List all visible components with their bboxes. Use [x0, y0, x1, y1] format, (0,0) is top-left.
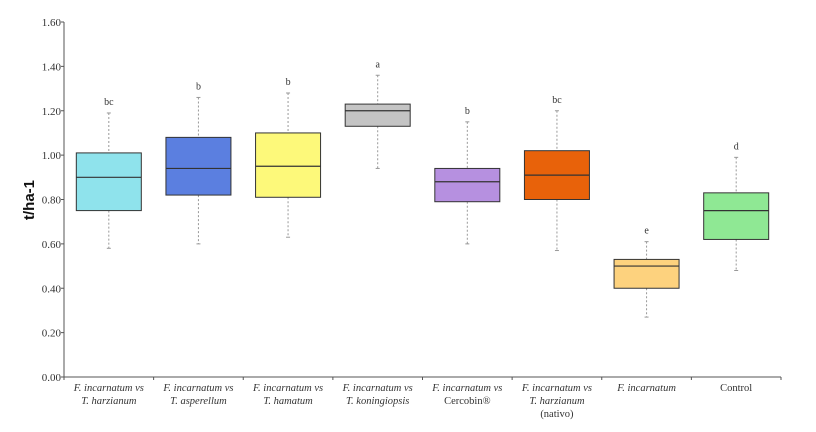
- significance-letter: bc: [104, 97, 114, 108]
- y-tick-label: 0.80: [42, 195, 62, 207]
- y-tick-label: 0.40: [42, 283, 62, 295]
- x-category-label-line: F. incarnatum vs: [342, 383, 413, 394]
- box-group: b: [434, 106, 501, 245]
- x-category-label-line: F. incarnatum vs: [521, 383, 592, 394]
- significance-letter: e: [644, 226, 649, 237]
- x-category-label-line: F. incarnatum vs: [431, 383, 502, 394]
- axes: 0.00 0.20 0.40 0.60 0.80 1.00 1.20 1.40 1.60 F. i…: [42, 17, 782, 420]
- y-axis-label: t/ha-1: [21, 180, 38, 220]
- x-category-label: F. incarnatum vs T. asperellum: [162, 383, 233, 407]
- box-iqr: [613, 258, 680, 289]
- x-category-label-line: Cercobin®: [444, 396, 490, 407]
- boxes: bc b b a b bc e d: [75, 59, 770, 318]
- x-category-label-line: F. incarnatum vs: [252, 383, 323, 394]
- x-category-label: F. incarnatum vs T. koningiopsis: [342, 383, 413, 407]
- significance-letter: b: [465, 106, 470, 117]
- x-category-label-line: T. koningiopsis: [346, 396, 409, 407]
- x-category-label-line: T. harzianum: [529, 396, 585, 407]
- box-iqr: [75, 152, 142, 212]
- x-category-label-line: T. hamatum: [263, 396, 313, 407]
- y-tick-label: 0.00: [42, 372, 62, 384]
- y-tick-label: 1.20: [42, 106, 62, 118]
- x-category-label-line: (nativo): [540, 409, 574, 420]
- box-iqr: [344, 103, 411, 127]
- x-category-label: F. incarnatum vs T. hamatum: [252, 383, 323, 407]
- box-iqr: [703, 192, 770, 240]
- box-iqr: [255, 132, 322, 198]
- box-group: bc: [523, 95, 590, 252]
- x-category-label: F. incarnatum vs Cercobin®: [431, 383, 502, 407]
- significance-letter: b: [196, 81, 201, 92]
- x-category-label-line: T. asperellum: [170, 396, 227, 407]
- x-category-label: F. incarnatum vs T. harzianum: [73, 383, 144, 407]
- x-category-label: F. incarnatum: [616, 383, 676, 394]
- significance-letter: b: [286, 77, 291, 88]
- box-iqr: [165, 136, 232, 196]
- x-category-label-line: F. incarnatum: [616, 383, 676, 394]
- box-group: a: [344, 59, 411, 169]
- y-tick-label: 1.40: [42, 61, 62, 73]
- box-group: bc: [75, 97, 142, 249]
- x-category-label: Control: [720, 383, 752, 394]
- x-category-label-line: F. incarnatum vs: [162, 383, 233, 394]
- box-group: d: [703, 141, 770, 271]
- y-tick-label: 0.60: [42, 239, 62, 251]
- box-group: b: [165, 81, 232, 245]
- box-group: e: [613, 226, 680, 318]
- x-category-label-line: F. incarnatum vs: [73, 383, 144, 394]
- y-tick-label: 1.00: [42, 150, 62, 162]
- significance-letter: a: [375, 59, 380, 70]
- x-category-label-line: T. harzianum: [81, 396, 137, 407]
- box-iqr: [434, 167, 501, 203]
- box-group: b: [255, 77, 322, 238]
- y-tick-label: 1.60: [42, 17, 62, 29]
- significance-letter: bc: [552, 95, 562, 106]
- x-category-label: F. incarnatum vs T. harzianum (nativo): [521, 383, 592, 420]
- x-category-label-line: Control: [720, 383, 752, 394]
- y-tick-label: 0.20: [42, 328, 62, 340]
- significance-letter: d: [734, 141, 739, 152]
